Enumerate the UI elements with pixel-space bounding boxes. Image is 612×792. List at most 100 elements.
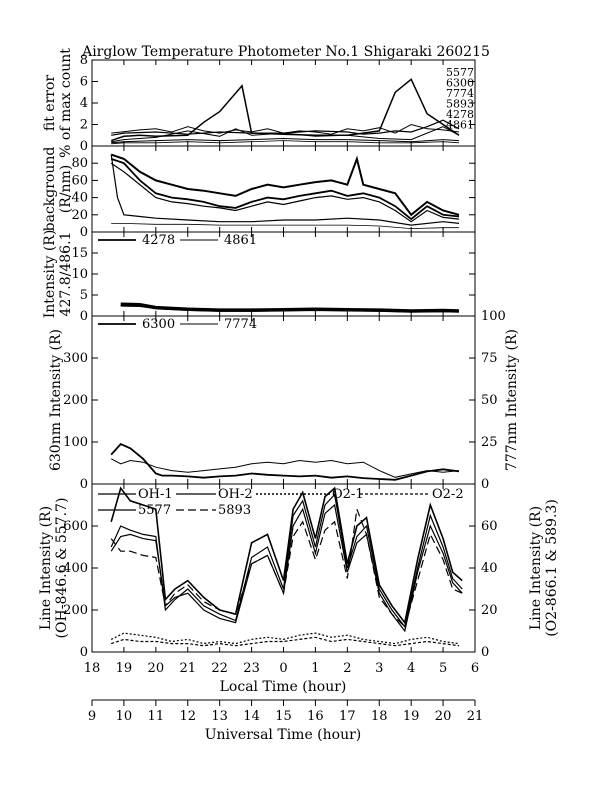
y-tick-label-right: 0	[481, 477, 489, 492]
y-tick-label-right: 50	[481, 393, 498, 408]
y-axis-subtitle: % of max count	[58, 48, 74, 158]
x-tick-label-local: 21	[179, 661, 196, 676]
y-tick-label: 0	[80, 309, 88, 324]
x-tick-label-local: 6	[471, 661, 479, 676]
series-4278	[120, 302, 460, 313]
y-tick-label: 400	[63, 561, 88, 576]
panel-fit-error: 0 2 4 6 8 fit error% of max count 557763007774…	[42, 48, 476, 158]
y-tick-label: 10	[71, 267, 88, 282]
legend-label-4861: 4861	[446, 119, 474, 132]
legend-label-5893: 5893	[446, 98, 474, 111]
x-tick-label-universal: 16	[307, 709, 324, 724]
x-tick-label-universal: 11	[148, 709, 165, 724]
x-tick-label-universal: 15	[275, 709, 292, 724]
y-tick-label-right: 0	[481, 645, 489, 660]
y-axis-title: fit error	[42, 75, 58, 132]
x-tick-label-universal: 20	[435, 709, 452, 724]
y-tick-label-right: 25	[481, 435, 498, 450]
y-axis-title: 630nm Intensity (R)	[48, 329, 64, 471]
legend-label-7774: 7774	[224, 317, 257, 332]
series-bg-a	[110, 153, 460, 217]
x-tick-label-local: 1	[311, 661, 319, 676]
series-OH-2	[110, 503, 463, 633]
series-4861	[111, 140, 460, 145]
series-4861	[120, 305, 460, 313]
x-tick-label-universal: 18	[371, 709, 388, 724]
series-7774	[111, 119, 460, 136]
x-tick-label-local: 3	[375, 661, 383, 676]
series-bg-e	[111, 222, 459, 230]
legend-label-O2-2: O2-2	[432, 487, 464, 502]
series-O2-1	[110, 632, 460, 645]
y-axis-subtitle: (OH-846.6 & 557.7)	[54, 498, 70, 639]
y-tick-label-right: 75	[481, 351, 498, 366]
x-tick-label-local: 20	[148, 661, 165, 676]
x-tick-label-universal: 14	[243, 709, 260, 724]
x-tick-label-local: 5	[439, 661, 447, 676]
y-tick-label: 200	[63, 603, 88, 618]
series-4278	[111, 137, 460, 144]
y-axis-title: Line Intensity (R)	[38, 506, 54, 630]
x-tick-label-local: 2	[343, 661, 351, 676]
y-tick-label: 20	[71, 208, 88, 223]
legend-label-5577: 5577	[446, 66, 474, 79]
series-5893	[110, 508, 463, 628]
y-tick-label: 100	[63, 435, 88, 450]
y-axis-title-right: 777nm Intensity (R)	[504, 329, 520, 471]
x-tick-label-universal: 9	[88, 709, 96, 724]
y-tick-label: 2	[80, 118, 88, 133]
y-tick-label: 0	[80, 139, 88, 154]
legend-label-6300: 6300	[446, 77, 474, 90]
x-tick-label-local: 4	[407, 661, 415, 676]
x-tick-label-local: 0	[279, 661, 287, 676]
series-6300	[110, 78, 460, 142]
y-tick-label: 200	[63, 393, 88, 408]
y-tick-label: 15	[71, 246, 88, 261]
y-tick-label: 0	[80, 477, 88, 492]
x-tick-label-local: 22	[211, 661, 228, 676]
legend-label-OH-1: OH-1	[138, 487, 173, 502]
y-tick-label: 4	[80, 96, 88, 111]
y-tick-label: 0	[80, 225, 88, 240]
x-tick-label-universal: 10	[116, 709, 133, 724]
y-tick-label-right: 60	[481, 519, 498, 534]
x-tick-label-universal: 21	[467, 709, 484, 724]
y-axis-title-right: Line Intensity (R)	[528, 506, 544, 630]
series-bg-c	[110, 162, 460, 223]
series-7774	[110, 458, 460, 478]
y-tick-label: 600	[63, 519, 88, 534]
legend-label-5577: 5577	[138, 503, 171, 518]
x-tick-label-local: 23	[243, 661, 260, 676]
x-axis-title-local: Local Time (hour)	[220, 679, 347, 695]
chart-title: Airglow Temperature Photometer No.1 Shig…	[81, 44, 490, 60]
series-bg-b	[110, 158, 460, 221]
x-tick-label-local: 19	[116, 661, 133, 676]
panel-intensity-427-486: 0 5 10 15 Intensity (R) 427.8/486.1 4278 4861	[42, 230, 476, 324]
x-tick-label-universal: 17	[339, 709, 356, 724]
x-axis-title-universal: Universal Time (hour)	[205, 727, 362, 743]
series-O2-2	[111, 636, 460, 647]
y-tick-label-right: 20	[481, 603, 498, 618]
series-5893	[111, 126, 460, 143]
legend-label-6300: 6300	[142, 317, 175, 332]
x-tick-label-local: 18	[84, 661, 101, 676]
panel-background: 0 20 40 60 80 background (R/nm)	[42, 145, 476, 240]
y-axis-title: background	[42, 147, 58, 232]
series-5577	[110, 486, 463, 625]
legend-label-O2-1: O2-1	[332, 487, 364, 502]
y-tick-label: 80	[71, 156, 88, 171]
y-tick-label: 6	[80, 75, 88, 90]
legend-label-5893: 5893	[218, 503, 251, 518]
legend-label-4278: 4278	[446, 108, 474, 121]
y-tick-label-right: 100	[481, 309, 506, 324]
y-axis-title: Intensity (R)	[42, 230, 58, 319]
y-axis-subtitle: (R/nm)	[58, 165, 74, 213]
y-tick-label: 40	[71, 191, 88, 206]
y-tick-label: 300	[63, 351, 88, 366]
series-bg-d	[110, 154, 460, 226]
legend-label-OH-2: OH-2	[218, 487, 253, 502]
y-tick-label: 60	[71, 173, 88, 188]
